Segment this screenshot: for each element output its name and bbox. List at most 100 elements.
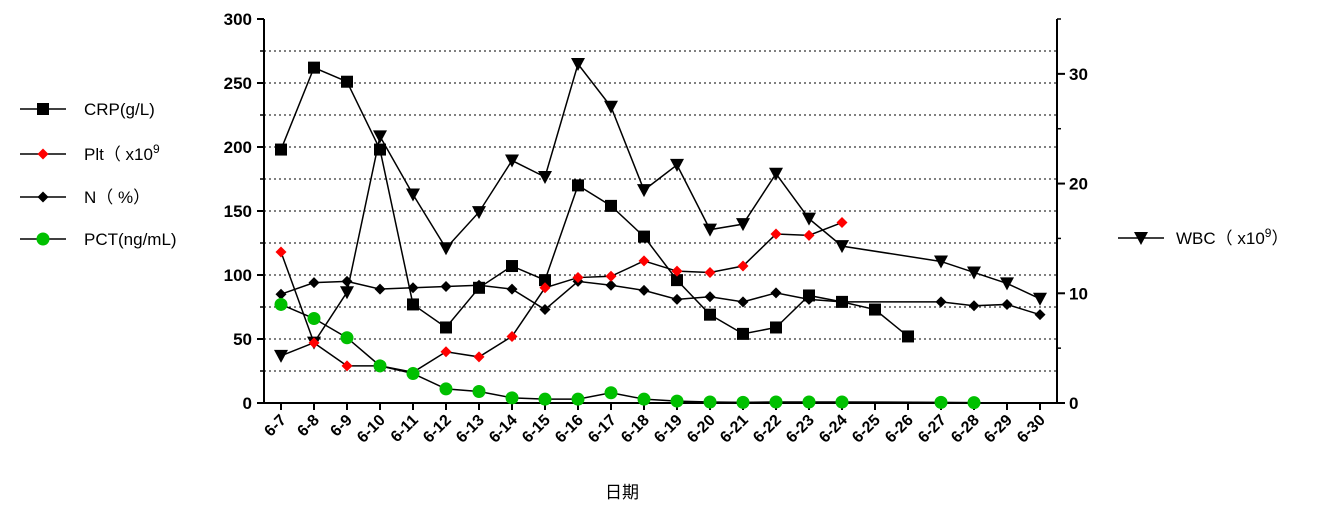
x-tick-label: 6-25 (849, 412, 884, 447)
data-point (902, 330, 914, 343)
data-point (440, 321, 452, 334)
data-point (341, 75, 353, 88)
data-point (341, 360, 353, 372)
data-point (638, 230, 650, 243)
data-point (571, 392, 585, 406)
data-point (538, 170, 552, 184)
legend-label: PCT(ng/mL) (84, 230, 177, 249)
legend-superscript: 9 (153, 142, 160, 156)
data-point (539, 304, 551, 316)
data-point (769, 395, 783, 409)
x-tick-label: 6-24 (816, 412, 851, 447)
data-point (1000, 277, 1014, 291)
legend-label: N（ %） (84, 188, 150, 207)
data-point (737, 327, 749, 340)
series-4 (274, 57, 1047, 363)
x-tick-label: 6-11 (388, 412, 422, 446)
data-point (736, 395, 750, 409)
data-point (1034, 309, 1046, 321)
right-y-tick-label: 30 (1069, 65, 1088, 84)
x-tick-label: 6-14 (486, 412, 521, 447)
x-axis-title: 日期 (605, 483, 639, 503)
data-point (835, 240, 849, 254)
x-tick-label: 6-28 (948, 412, 983, 447)
data-point (472, 384, 486, 398)
data-point (704, 266, 716, 278)
data-point (968, 300, 980, 312)
data-point (308, 277, 320, 289)
legend-superscript: 9 (1265, 226, 1272, 240)
data-point (439, 242, 453, 256)
data-point (572, 272, 584, 284)
x-tick-label: 6-27 (915, 412, 950, 447)
legend-text-part: ） (1271, 229, 1288, 248)
series-3 (274, 297, 981, 410)
data-point (770, 321, 782, 334)
x-tick-label: 6-29 (981, 412, 1016, 447)
data-point (704, 308, 716, 321)
legend-text-part: Plt（ x10 (84, 145, 153, 164)
legend-label: Plt（ x109 (84, 142, 160, 164)
data-point (638, 255, 650, 267)
x-tick-label: 6-17 (585, 412, 620, 447)
data-point (869, 303, 881, 316)
data-point (934, 255, 948, 269)
data-point (605, 199, 617, 212)
data-point (506, 283, 518, 295)
x-tick-label: 6-22 (750, 412, 785, 447)
x-tick-label: 6-20 (684, 412, 719, 447)
left-y-tick-label: 0 (243, 394, 252, 413)
left-y-ticks: 0 50 100 150 200 250 300 (224, 10, 264, 413)
x-tick-label: 6-9 (327, 412, 355, 440)
data-point (605, 279, 617, 291)
data-point (1001, 298, 1013, 310)
data-point (340, 286, 354, 300)
data-point (505, 391, 519, 405)
left-y-tick-label: 100 (224, 266, 252, 285)
series-2 (275, 275, 1046, 321)
data-point (274, 349, 288, 363)
data-point (539, 274, 551, 287)
legend-marker (37, 103, 49, 115)
data-point (671, 274, 683, 287)
gridlines (264, 50, 1057, 372)
data-point (604, 100, 618, 114)
data-point (835, 395, 849, 409)
series (274, 57, 1047, 410)
x-tick-label: 6-10 (354, 412, 389, 447)
x-tick-label: 6-26 (882, 412, 917, 447)
data-point (967, 266, 981, 280)
data-point (406, 188, 420, 202)
data-point (439, 382, 453, 396)
data-point (704, 291, 716, 303)
x-tick-label: 6-21 (717, 412, 752, 447)
data-point (671, 265, 683, 277)
x-ticks: 6-7 6-8 6-96-106-116-126-136-146-156-166-1… (261, 403, 1049, 447)
data-point (802, 212, 816, 226)
data-point (473, 351, 485, 363)
data-point (505, 154, 519, 168)
data-point (307, 312, 321, 326)
x-tick-label: 6-8 (294, 412, 322, 440)
data-point (472, 206, 486, 220)
left-y-tick-label: 50 (233, 330, 252, 349)
x-tick-label: 6-15 (519, 412, 554, 447)
legend-item: CRP(g/L) (20, 100, 155, 119)
data-point (671, 293, 683, 305)
data-point (670, 158, 684, 172)
data-point (737, 296, 749, 308)
data-point (769, 167, 783, 181)
data-point (539, 282, 551, 294)
data-point (703, 223, 717, 237)
data-point (836, 217, 848, 229)
x-tick-label: 6-23 (783, 412, 818, 447)
right-y-tick-label: 10 (1069, 284, 1088, 303)
left-y-tick-label: 250 (224, 74, 252, 93)
data-point (275, 246, 287, 258)
legend-text-part: PCT(ng/mL) (84, 230, 177, 249)
series-line (280, 62, 1041, 357)
data-point (407, 282, 419, 294)
data-point (406, 367, 420, 381)
data-point (803, 293, 815, 305)
